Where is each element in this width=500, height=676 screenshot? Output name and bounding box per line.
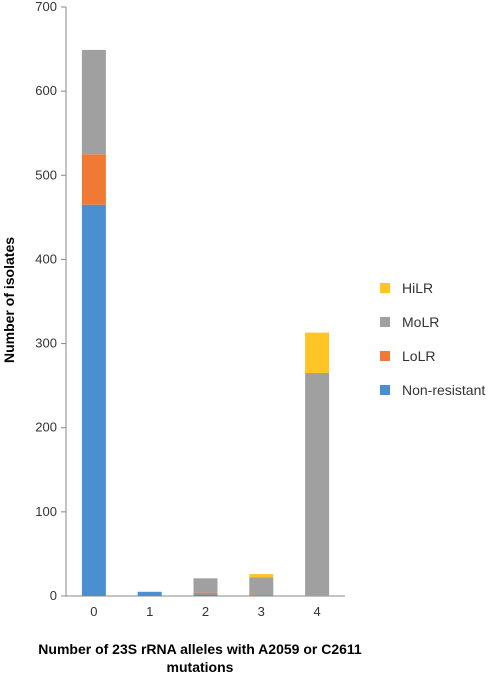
legend-swatch	[380, 385, 390, 395]
bar-segment-non-resistant	[249, 595, 274, 596]
bar-segment-non-resistant	[193, 594, 218, 596]
bar-segment-non-resistant	[81, 204, 106, 596]
x-tick-label: 0	[90, 604, 97, 619]
y-tick-label: 100	[35, 504, 57, 519]
y-axis-title: Number of isolates	[1, 237, 17, 363]
bar-segment-molr	[81, 49, 106, 155]
x-axis: 0 1 2 3 4	[66, 595, 345, 619]
y-tick-label: 400	[35, 251, 57, 266]
bar-segment-molr	[193, 578, 218, 593]
bar-segment-lolr	[193, 592, 218, 595]
y-tick-label: 200	[35, 420, 57, 435]
y-tick-label: 500	[35, 167, 57, 182]
legend-label: HiLR	[402, 280, 433, 296]
x-tick-label: 4	[313, 604, 320, 619]
bar-segment-molr	[249, 577, 274, 596]
legend-label: MoLR	[402, 314, 439, 330]
legend-swatch	[380, 283, 390, 293]
legend: HiLR MoLR LoLR Non-resistant	[380, 280, 485, 398]
x-tick-label: 1	[146, 604, 153, 619]
bar-segment-hilr	[305, 332, 330, 374]
legend-swatch	[380, 351, 390, 361]
x-tick-label: 3	[258, 604, 265, 619]
legend-label: Non-resistant	[402, 382, 485, 398]
x-axis-title-line-1: Number of 23S rRNA alleles with A2059 or…	[38, 641, 362, 657]
bar-segment-lolr	[81, 154, 106, 205]
bar-segment-hilr	[249, 574, 274, 578]
y-tick-label: 600	[35, 83, 57, 98]
y-tick-label: 300	[35, 336, 57, 351]
bar-segment-molr	[305, 373, 330, 596]
y-tick-label: 0	[50, 588, 57, 603]
bar-segment-non-resistant	[137, 591, 162, 596]
legend-swatch	[380, 317, 390, 327]
y-tick-label: 700	[35, 0, 57, 14]
legend-label: LoLR	[402, 348, 435, 364]
bars	[81, 49, 330, 596]
y-axis: 0 100 200 300 400 500 600 700	[35, 0, 67, 603]
x-tick-label: 2	[202, 604, 209, 619]
x-axis-title-line-2: mutations	[167, 659, 234, 675]
